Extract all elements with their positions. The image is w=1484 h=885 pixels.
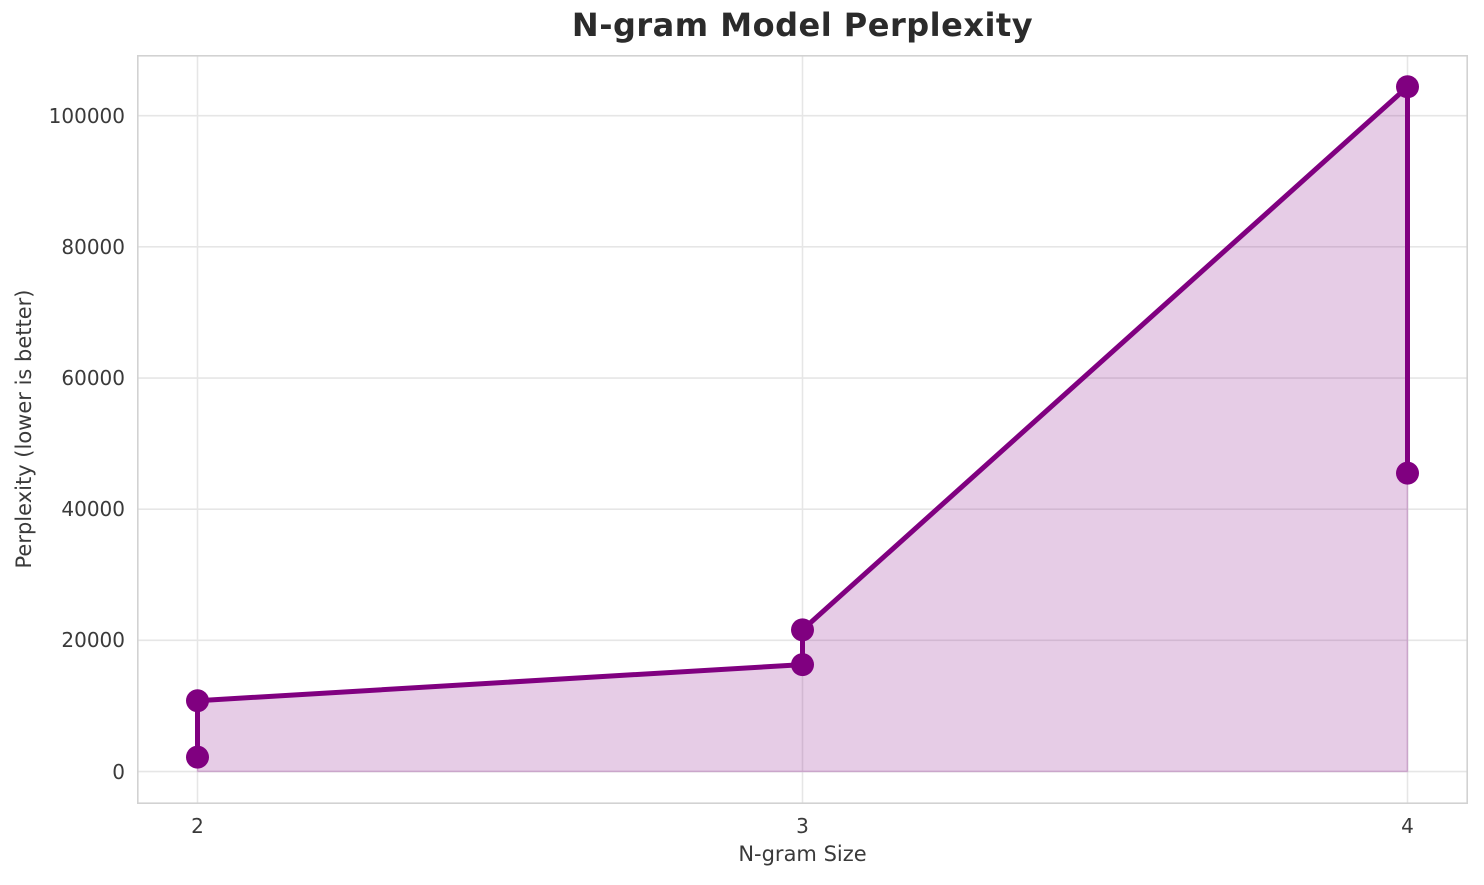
data-point-marker <box>1396 461 1419 485</box>
chart-title: N-gram Model Perplexity <box>571 6 1034 44</box>
data-point-marker <box>186 689 209 713</box>
data-point-marker <box>186 745 209 769</box>
y-tick-label: 0 <box>112 759 125 784</box>
data-point-marker <box>1396 75 1419 99</box>
plot-border <box>137 55 1468 804</box>
y-tick-label: 40000 <box>61 497 125 522</box>
y-axis-label: Perplexity (lower is better) <box>12 289 36 569</box>
y-tick-label: 100000 <box>48 103 125 128</box>
x-axis-label: N-gram Size <box>738 842 867 866</box>
x-tick-label: 3 <box>796 814 809 838</box>
plot-area <box>137 55 1468 804</box>
y-tick-label: 80000 <box>61 234 125 259</box>
y-tick-label: 60000 <box>61 366 125 390</box>
data-point-marker <box>791 618 814 642</box>
y-tick-label: 20000 <box>61 628 125 653</box>
data-point-marker <box>791 653 814 677</box>
x-tick-label: 4 <box>1401 814 1414 838</box>
x-tick-label: 2 <box>191 814 204 838</box>
